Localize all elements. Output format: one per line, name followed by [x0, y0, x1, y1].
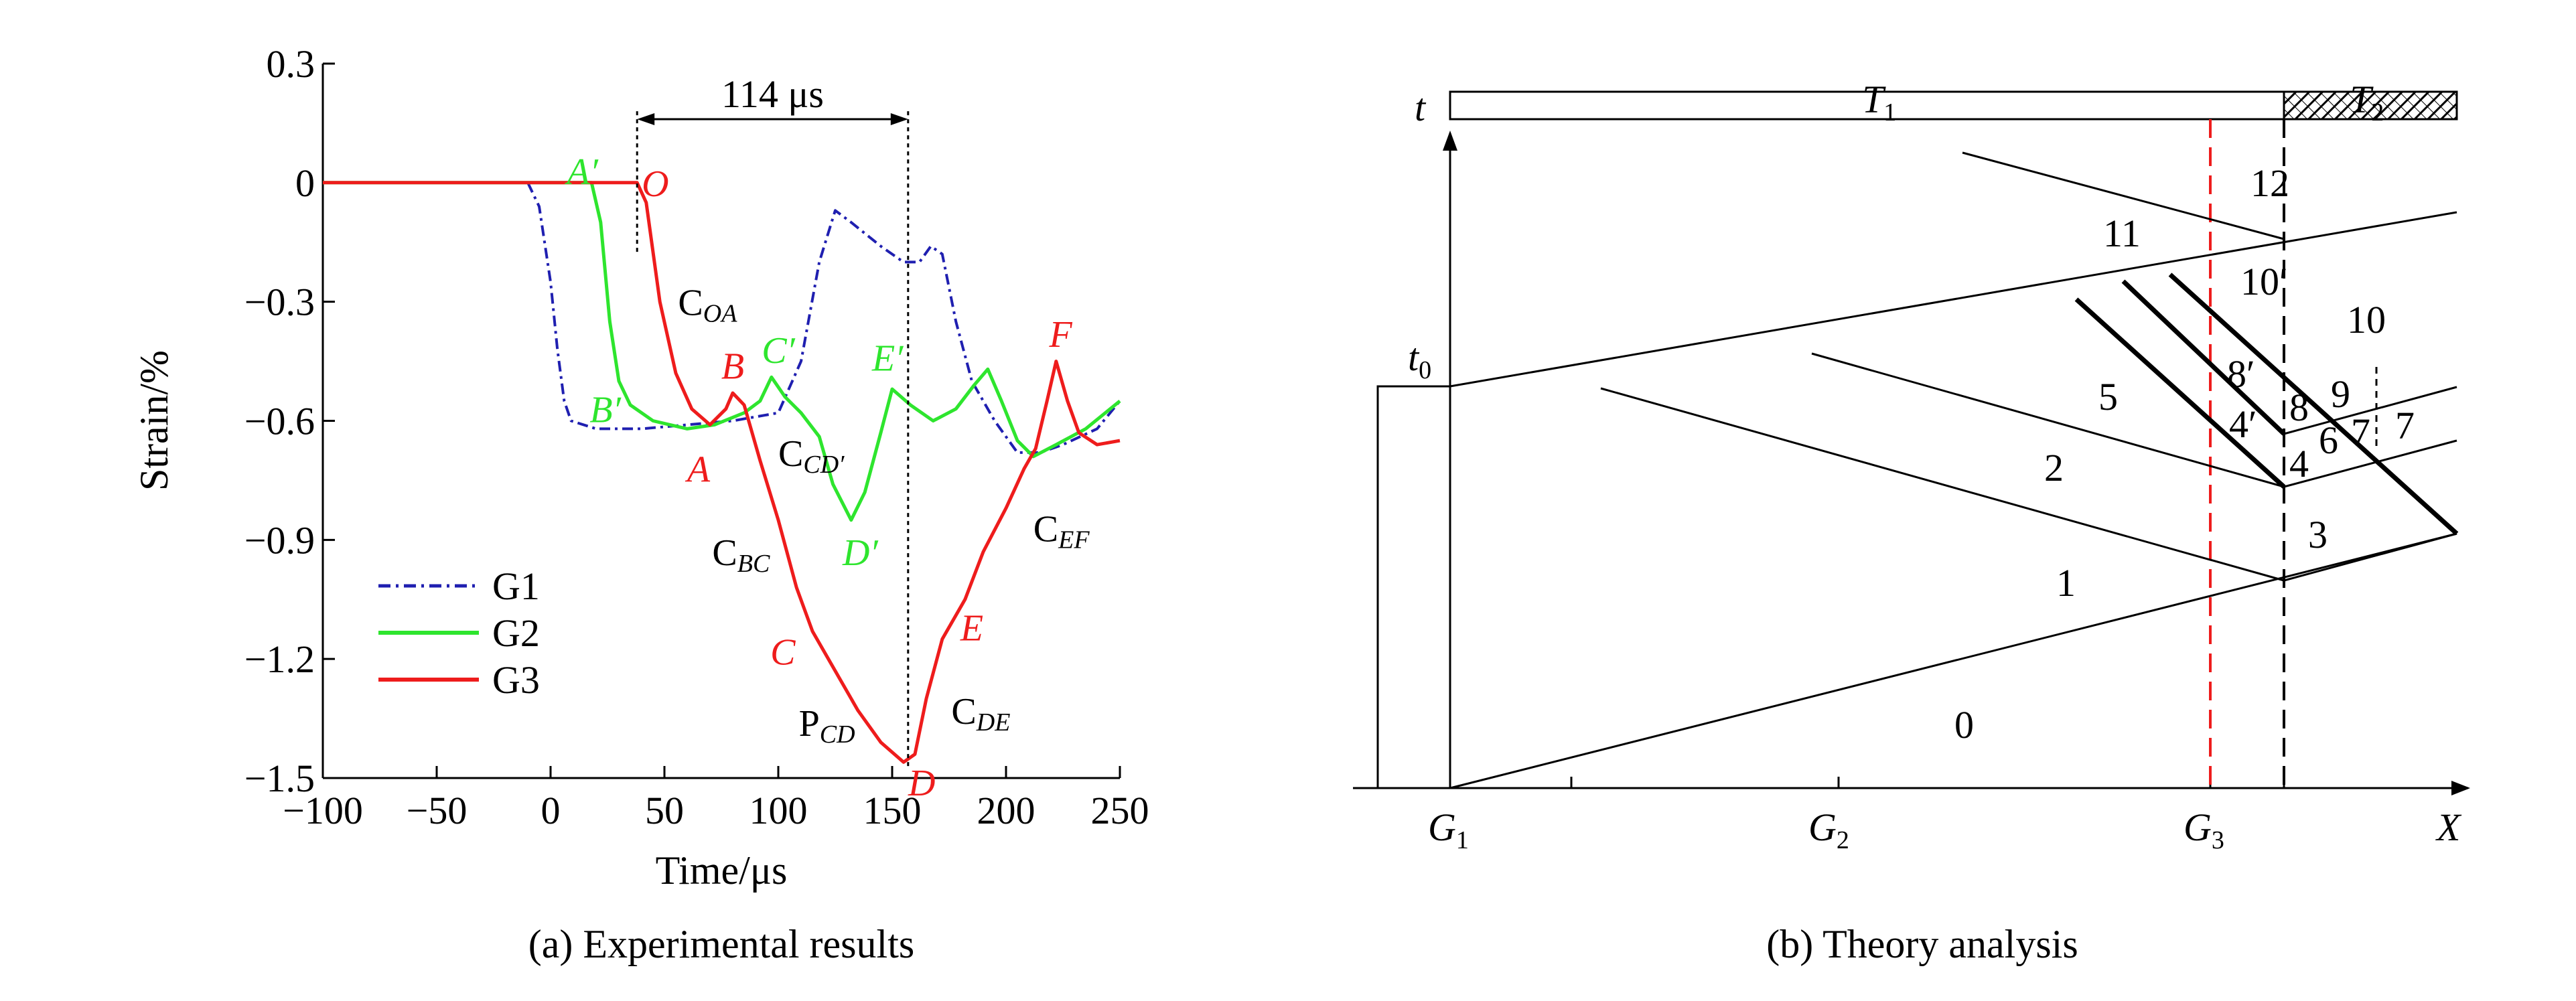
region-7a: 7	[2351, 410, 2370, 454]
point-label: A′	[564, 151, 598, 193]
t-axis-label: t	[1415, 86, 1427, 129]
wave-line	[2283, 439, 2457, 488]
wave-line-bold	[2121, 279, 2286, 436]
region-1: 1	[2056, 561, 2076, 605]
gauge-g2-label: G2	[1808, 805, 1849, 854]
wave-line	[1600, 387, 2285, 582]
gauge-g1-label: G1	[1428, 805, 1469, 854]
theory-diagram-labels: t X t0 G1 G2 G3 T1 T2 0 1 2 3 4 4′ 5 6 7…	[1408, 78, 2462, 966]
x-axis-label: X	[2435, 805, 2462, 849]
legend-label-g3: G3	[492, 658, 540, 702]
y-tick-label: −0.9	[244, 518, 315, 562]
caption-theory: (b) Theory analysis	[1766, 922, 2078, 966]
region-11: 11	[2103, 212, 2141, 255]
y-axis-ticks: 0.3 0 −0.3 −0.6 −0.9 −1.2 −1.5	[244, 42, 335, 800]
x-axis-label: Time/μs	[656, 848, 788, 893]
series-g3-line	[323, 181, 1121, 764]
point-label: C	[770, 631, 796, 673]
point-label: C′	[762, 330, 795, 372]
point-label: F	[1048, 314, 1072, 356]
top-bar-t1-label: T1	[1862, 78, 1896, 127]
wave-line	[2283, 532, 2457, 582]
region-10-prime: 10′	[2240, 260, 2288, 303]
theory-analysis-diagram	[1353, 90, 2470, 795]
x-tick-label: 100	[749, 789, 808, 832]
caption-experimental: (a) Experimental results	[528, 922, 914, 966]
y-tick-label: −0.3	[244, 281, 315, 324]
region-4-prime: 4′	[2229, 402, 2257, 446]
region-5: 5	[2098, 375, 2118, 418]
region-9: 9	[2331, 372, 2350, 416]
x-tick-label: −100	[283, 789, 363, 832]
interval-arrow-right	[890, 112, 908, 125]
legend-label-g2: G2	[492, 611, 540, 655]
t-axis-arrow	[1443, 131, 1457, 151]
segment-label: CEF	[1033, 509, 1090, 554]
region-4: 4	[2289, 442, 2309, 485]
segment-label: PCD	[799, 703, 855, 749]
y-tick-label: −1.5	[244, 757, 315, 800]
x-tick-label: 0	[541, 789, 561, 832]
wave-line	[1962, 151, 2285, 240]
x-tick-label: 150	[863, 789, 922, 832]
legend: G1 G2 G3	[378, 564, 540, 702]
region-12: 12	[2250, 161, 2289, 205]
region-2: 2	[2044, 446, 2064, 489]
t0-bracket	[1376, 385, 1450, 788]
gauge-g3-label: G3	[2184, 805, 2224, 854]
y-tick-label: 0	[295, 161, 315, 205]
segment-label: CBC	[712, 532, 770, 578]
segment-label: CCD′	[778, 433, 845, 479]
experimental-results-chart: 0.3 0 −0.3 −0.6 −0.9 −1.2 −1.5 −100 −50 0 50 100 15…	[132, 42, 1149, 966]
x-axis-ticks: −100 −50 0 50 100 150 200 250	[283, 766, 1149, 832]
point-label: B	[721, 346, 744, 388]
y-axis-label: Strain/%	[132, 350, 176, 491]
wave-line	[1449, 211, 2457, 388]
point-label: A	[685, 449, 711, 491]
series-lines	[323, 181, 1121, 764]
top-bar-t2-label: T2	[2350, 78, 2384, 127]
x-tick-label: −50	[407, 789, 468, 832]
region-7b: 7	[2395, 404, 2415, 447]
y-tick-label: −1.2	[244, 637, 315, 681]
interval-label: 114 μs	[721, 72, 824, 116]
series-g1-line	[323, 181, 1121, 454]
wave-line	[2283, 386, 2457, 435]
point-label: D′	[842, 532, 878, 574]
x-tick-label: 200	[977, 789, 1035, 832]
t0-label: t0	[1408, 335, 1431, 384]
series-g2-line	[323, 181, 1121, 522]
x-tick-label: 250	[1091, 789, 1149, 832]
point-label: E	[960, 608, 983, 649]
top-bar-t2	[2283, 90, 2458, 121]
wave-line	[1449, 532, 2457, 789]
legend-label-g1: G1	[492, 564, 540, 608]
region-10: 10	[2347, 298, 2386, 341]
y-tick-label: −0.6	[244, 400, 315, 443]
region-0: 0	[1954, 703, 1974, 747]
chart-annotations: 114 μs O A′ B′ A B C′ E′ F D′ C E D COA CCD′ CBC CEF PCD C…	[564, 72, 1090, 804]
region-3: 3	[2308, 513, 2328, 556]
point-label: D	[908, 763, 935, 804]
x-axis-arrow	[2451, 781, 2470, 795]
y-tick-label: 0.3	[267, 42, 315, 86]
wave-line-bold	[2074, 297, 2286, 489]
segment-label: COA	[678, 283, 737, 328]
region-8: 8	[2289, 386, 2309, 429]
region-8-prime: 8′	[2227, 352, 2255, 396]
wave-line	[1811, 352, 2285, 488]
segment-label: CDE	[951, 691, 1010, 737]
x-tick-label: 50	[645, 789, 684, 832]
point-label: E′	[871, 338, 904, 380]
interval-arrow-left	[637, 112, 655, 125]
wave-line-bold	[2168, 273, 2459, 536]
region-6: 6	[2319, 418, 2338, 462]
point-label: O	[642, 163, 668, 205]
point-label: B′	[589, 390, 621, 431]
